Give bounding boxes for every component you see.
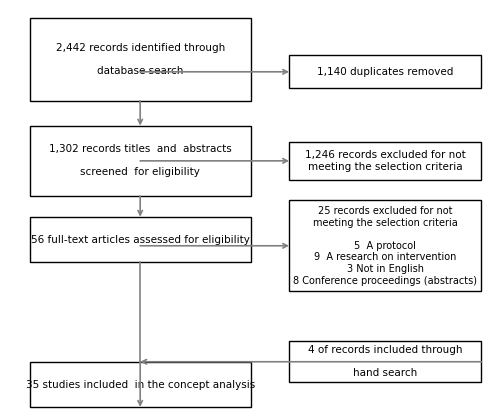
FancyBboxPatch shape <box>289 142 482 179</box>
Text: 1,302 records titles  and  abstracts

screened  for eligibility: 1,302 records titles and abstracts scree… <box>49 144 232 178</box>
Text: 2,442 records identified through

database search: 2,442 records identified through databas… <box>56 43 225 76</box>
Text: 1,246 records excluded for not
meeting the selection criteria: 1,246 records excluded for not meeting t… <box>305 150 466 172</box>
Text: 56 full-text articles assessed for eligibility: 56 full-text articles assessed for eligi… <box>30 235 250 244</box>
Text: 35 studies included  in the concept analysis: 35 studies included in the concept analy… <box>26 379 255 389</box>
FancyBboxPatch shape <box>30 362 250 407</box>
FancyBboxPatch shape <box>289 55 482 88</box>
Text: 4 of records included through

hand search: 4 of records included through hand searc… <box>308 345 462 378</box>
FancyBboxPatch shape <box>30 18 250 101</box>
Text: 1,140 duplicates removed: 1,140 duplicates removed <box>317 67 454 77</box>
FancyBboxPatch shape <box>289 341 482 382</box>
FancyBboxPatch shape <box>30 217 250 262</box>
FancyBboxPatch shape <box>30 126 250 196</box>
FancyBboxPatch shape <box>289 200 482 291</box>
Text: 25 records excluded for not
meeting the selection criteria

5  A protocol
9  A r: 25 records excluded for not meeting the … <box>293 206 477 286</box>
